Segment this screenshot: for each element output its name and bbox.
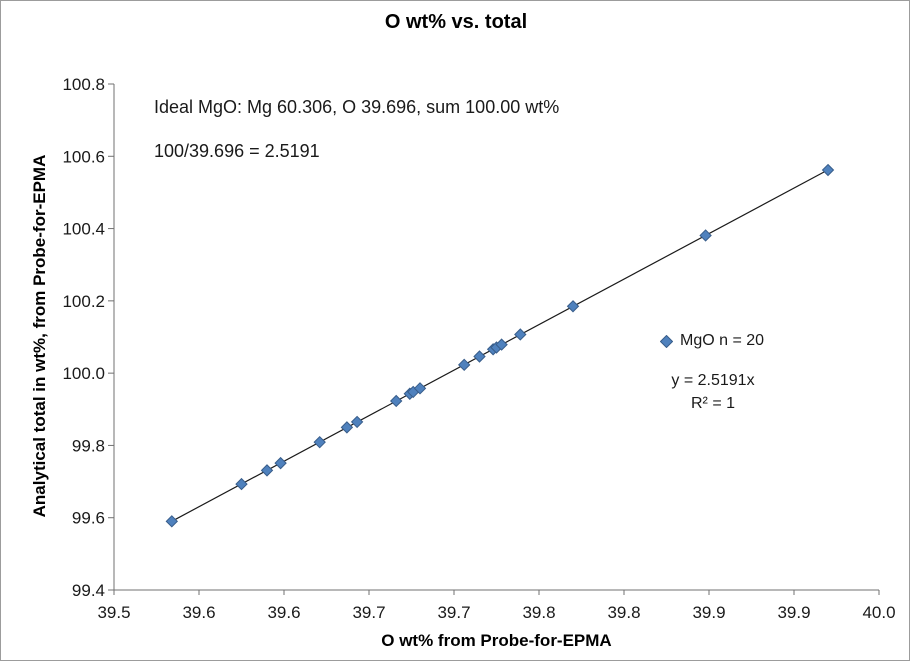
annotation-ratio: 100/39.696 = 2.5191 xyxy=(154,141,320,161)
x-tick-label: 39.8 xyxy=(607,603,640,622)
data-point[interactable] xyxy=(821,163,835,177)
trendline-equation: y = 2.5191x xyxy=(671,372,755,389)
data-point[interactable] xyxy=(235,477,248,491)
x-tick-label: 39.5 xyxy=(97,603,130,622)
chart-title: O wt% vs. total xyxy=(384,11,528,33)
legend[interactable]: MgO n = 20 xyxy=(660,332,764,350)
data-point[interactable] xyxy=(457,358,471,372)
legend-diamond-icon xyxy=(660,334,673,348)
y-tick-label: 100.0 xyxy=(62,364,105,383)
y-tick-label: 100.6 xyxy=(62,147,105,166)
data-point[interactable] xyxy=(165,515,179,528)
data-point[interactable] xyxy=(495,338,508,351)
data-point[interactable] xyxy=(313,435,326,449)
data-point[interactable] xyxy=(699,229,712,242)
y-tick-label: 100.4 xyxy=(62,220,105,239)
x-tick-label: 39.6 xyxy=(267,603,300,622)
trendline-r-squared: R² = 1 xyxy=(690,395,735,412)
legend-series-label: MgO n = 20 xyxy=(680,332,765,349)
x-tick-label: 39.9 xyxy=(692,603,725,622)
data-point[interactable] xyxy=(350,415,364,429)
annotation-ideal-mgo: Ideal MgO: Mg 60.306, O 39.696, sum 100.… xyxy=(154,97,560,117)
y-tick-label: 99.4 xyxy=(72,581,105,600)
data-point[interactable] xyxy=(340,421,354,434)
x-axis-title: O wt% from Probe-for-EPMA xyxy=(381,631,612,650)
y-axis-title: Analytical total in wt%, from Probe-for-… xyxy=(30,154,49,518)
data-point[interactable] xyxy=(260,464,274,477)
y-tick-label: 99.8 xyxy=(72,436,105,455)
data-point[interactable] xyxy=(274,456,287,470)
x-tick-label: 39.7 xyxy=(352,603,385,622)
x-tick-label: 40.0 xyxy=(862,603,895,622)
data-point[interactable] xyxy=(514,328,527,341)
x-tick-label: 39.7 xyxy=(437,603,470,622)
data-point[interactable] xyxy=(389,394,403,408)
y-tick-label: 100.2 xyxy=(62,292,105,311)
data-point[interactable] xyxy=(413,382,427,395)
y-tick-label: 100.8 xyxy=(62,75,105,94)
x-tick-label: 39.9 xyxy=(777,603,810,622)
data-point[interactable] xyxy=(473,350,486,363)
x-tick-label: 39.6 xyxy=(182,603,215,622)
y-tick-label: 99.6 xyxy=(72,509,105,528)
data-point[interactable] xyxy=(566,300,580,313)
trendline-label[interactable]: y = 2.5191x R² = 1 xyxy=(633,369,793,415)
x-tick-label: 39.8 xyxy=(522,603,555,622)
